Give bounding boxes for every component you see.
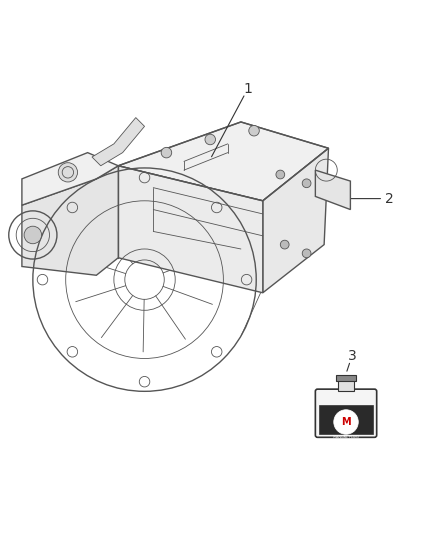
Text: 2: 2 (385, 191, 393, 206)
Polygon shape (92, 118, 145, 166)
Polygon shape (118, 166, 263, 293)
Text: 3: 3 (348, 349, 357, 364)
Polygon shape (315, 170, 350, 209)
Circle shape (205, 134, 215, 145)
Circle shape (58, 163, 78, 182)
Text: M: M (341, 417, 351, 427)
Polygon shape (263, 148, 328, 293)
Circle shape (280, 240, 289, 249)
Circle shape (334, 410, 358, 434)
FancyBboxPatch shape (315, 389, 377, 437)
Text: 1: 1 (243, 82, 252, 96)
Polygon shape (22, 152, 118, 205)
Circle shape (302, 179, 311, 188)
Bar (319, 405, 373, 434)
Text: MANUAL FLUID: MANUAL FLUID (333, 435, 359, 439)
Polygon shape (22, 166, 118, 275)
Bar (338, 381, 354, 391)
Circle shape (276, 170, 285, 179)
Circle shape (302, 249, 311, 258)
Circle shape (24, 226, 42, 244)
Polygon shape (118, 122, 328, 201)
Text: MOPAR: MOPAR (337, 428, 355, 433)
Bar (336, 375, 356, 381)
Circle shape (161, 147, 172, 158)
Circle shape (249, 125, 259, 136)
